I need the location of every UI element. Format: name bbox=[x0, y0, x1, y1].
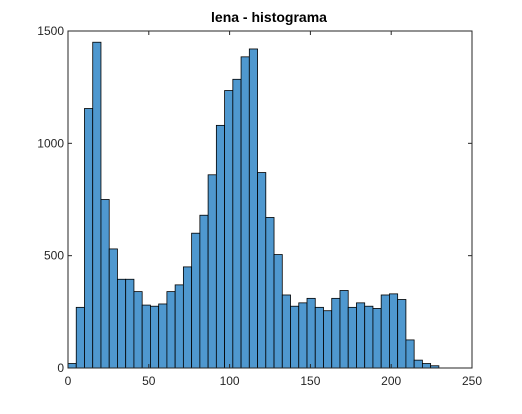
histogram-bar bbox=[282, 295, 290, 368]
histogram-bar bbox=[233, 79, 241, 368]
histogram-bar bbox=[299, 303, 307, 368]
histogram-bar bbox=[142, 305, 150, 368]
y-tick-label: 1000 bbox=[37, 136, 64, 150]
histogram-bar bbox=[389, 294, 397, 368]
histogram-bar bbox=[323, 311, 331, 368]
histogram-bar bbox=[192, 233, 200, 368]
histogram-bar bbox=[167, 292, 175, 368]
histogram-bar bbox=[266, 217, 274, 368]
histogram-bar bbox=[183, 267, 191, 368]
histogram-bar bbox=[117, 279, 125, 368]
histogram-bar bbox=[216, 125, 224, 368]
histogram-bar bbox=[332, 298, 340, 368]
histogram-bar bbox=[406, 340, 414, 368]
histogram-bar bbox=[356, 303, 364, 368]
chart-title: lena - histograma bbox=[211, 9, 327, 25]
y-tick-label: 1500 bbox=[37, 24, 64, 38]
histogram-bar bbox=[373, 308, 381, 368]
histogram-bar bbox=[274, 255, 282, 368]
histogram-bar bbox=[84, 109, 92, 368]
histogram-bar bbox=[109, 249, 117, 368]
histogram-bar bbox=[414, 360, 422, 368]
histogram-bar bbox=[208, 175, 216, 368]
histogram-bar bbox=[381, 295, 389, 368]
x-tick-label: 150 bbox=[300, 374, 320, 388]
histogram-bar bbox=[422, 364, 430, 368]
histogram-bar bbox=[291, 306, 299, 368]
histogram-bar bbox=[365, 306, 373, 368]
histogram-bar bbox=[101, 200, 109, 369]
histogram-bar bbox=[134, 292, 142, 368]
histogram-bar bbox=[76, 307, 84, 368]
x-tick-label: 100 bbox=[220, 374, 240, 388]
x-tick-label: 0 bbox=[65, 374, 72, 388]
x-tick-label: 250 bbox=[462, 374, 482, 388]
histogram-bar bbox=[241, 57, 249, 368]
histogram-bar bbox=[159, 304, 167, 368]
histogram-bar bbox=[398, 299, 406, 368]
histogram-bar bbox=[175, 285, 183, 368]
histogram-bar bbox=[340, 290, 348, 368]
histogram-bar bbox=[93, 42, 101, 368]
y-tick-label: 0 bbox=[57, 361, 64, 375]
histogram-bar bbox=[258, 173, 266, 368]
histogram-bar bbox=[307, 298, 315, 368]
histogram-bar bbox=[225, 91, 233, 368]
histogram-bar bbox=[315, 307, 323, 368]
histogram-bar bbox=[126, 279, 134, 368]
y-tick-label: 500 bbox=[44, 249, 64, 263]
histogram-bar bbox=[68, 364, 76, 368]
bars-layer bbox=[68, 42, 439, 368]
histogram-bar bbox=[200, 215, 208, 368]
histogram-bar bbox=[150, 306, 158, 368]
x-tick-label: 200 bbox=[381, 374, 401, 388]
histogram-bar bbox=[348, 307, 356, 368]
x-tick-label: 50 bbox=[142, 374, 156, 388]
histogram-bar bbox=[249, 49, 257, 368]
